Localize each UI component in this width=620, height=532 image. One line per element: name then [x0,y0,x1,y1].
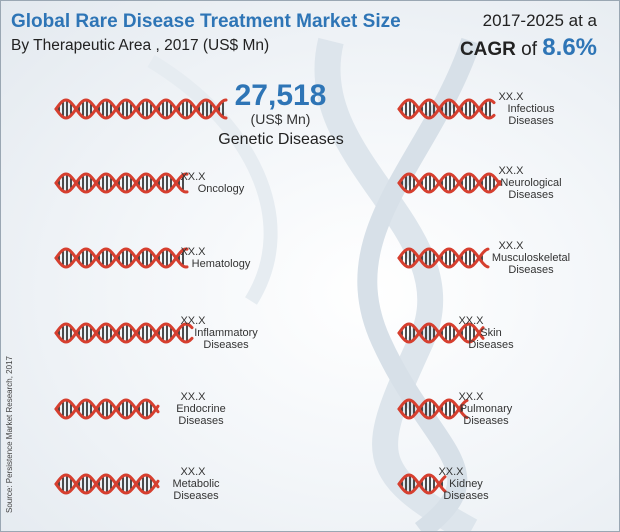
category-label-line: Neurological [500,177,562,189]
dna-bar-genetic-diseases [54,98,228,120]
value-label-oncology: XX.X [180,171,206,183]
category-label-metabolic-diseases: Metabolic Diseases [156,478,236,502]
value-label-endocrine-diseases: XX.X [180,391,206,403]
value-label-pulmonary-diseases: XX.X [458,391,484,403]
category-label-endocrine-diseases: Endocrine Diseases [161,403,241,427]
category-label-line: Oncology [197,183,245,195]
value-label-metabolic-diseases: XX.X [180,466,206,478]
category-label-skin-diseases: Skin Diseases [451,327,531,351]
category-label-line: Diseases [178,415,224,427]
dna-bar-oncology [54,172,189,194]
category-label-line: Kidney [449,478,483,490]
dna-bar-infectious-diseases [397,98,496,120]
source-note: Source: Persistence Market Research, 201… [5,356,14,513]
dna-bar-inflammatory-diseases [54,322,194,344]
category-label-line: Metabolic [172,478,220,490]
category-label-oncology: Oncology [181,183,261,195]
dna-bar-musculoskeletal-diseases [397,247,490,269]
chart-title: Global Rare Disease Treatment Market Siz… [11,11,401,32]
category-label-line: Diseases [468,339,514,351]
cagr-value: 8.6% [542,34,597,61]
value-label-neurological-diseases: XX.X [498,165,524,177]
category-label-line: Musculoskeletal [491,252,571,264]
category-label-neurological-diseases: Neurological Diseases [481,177,581,201]
category-label-pulmonary-diseases: Pulmonary Diseases [446,403,526,427]
genetic-value: 27,518 [234,79,327,112]
chart-subtitle: By Therapeutic Area , 2017 (US$ Mn) [11,37,270,54]
category-label-line: Diseases [508,115,554,127]
value-label-hematology: XX.X [180,246,206,258]
category-label-kidney-diseases: Kidney Diseases [426,478,506,502]
category-label-musculoskeletal-diseases: Musculoskeletal Diseases [471,252,591,276]
genetic-label: Genetic Diseases [218,131,344,148]
category-label-line: Diseases [463,415,509,427]
category-label-inflammatory-diseases: Inflammatory Diseases [171,327,281,351]
dna-bar-kidney-diseases [397,473,447,495]
category-label-line: Pulmonary [459,403,513,415]
category-label-hematology: Hematology [181,258,261,270]
dna-bar-neurological-diseases [397,172,502,194]
category-label-line: Diseases [508,264,554,276]
value-label-musculoskeletal-diseases: XX.X [498,240,524,252]
value-label-kidney-diseases: XX.X [438,466,464,478]
cagr-of: of [515,39,543,60]
category-label-line: Diseases [173,490,219,502]
dna-bar-pulmonary-diseases [397,398,469,420]
category-label-line: Diseases [508,189,554,201]
value-label-inflammatory-diseases: XX.X [180,315,206,327]
category-label-line: Hematology [191,258,251,270]
genetic-unit: (US$ Mn) [250,111,311,127]
category-label-line: Endocrine [176,403,226,415]
category-label-line: Skin [480,327,502,339]
forecast-period: 2017-2025 at a [482,11,597,30]
value-label-infectious-diseases: XX.X [498,91,524,103]
category-label-line: Diseases [443,490,489,502]
dna-bar-metabolic-diseases [54,473,160,495]
cagr-word: CAGR [459,39,516,60]
dna-bar-skin-diseases [397,322,485,344]
cagr-line: CAGR of 8.6% [460,34,597,62]
value-label-skin-diseases: XX.X [458,315,484,327]
category-label-infectious-diseases: Infectious Diseases [486,103,576,127]
dna-bar-endocrine-diseases [54,398,160,420]
category-label-line: Diseases [203,339,249,351]
category-label-line: Infectious [507,103,555,115]
category-label-line: Inflammatory [194,327,258,339]
dna-bar-hematology [54,247,189,269]
